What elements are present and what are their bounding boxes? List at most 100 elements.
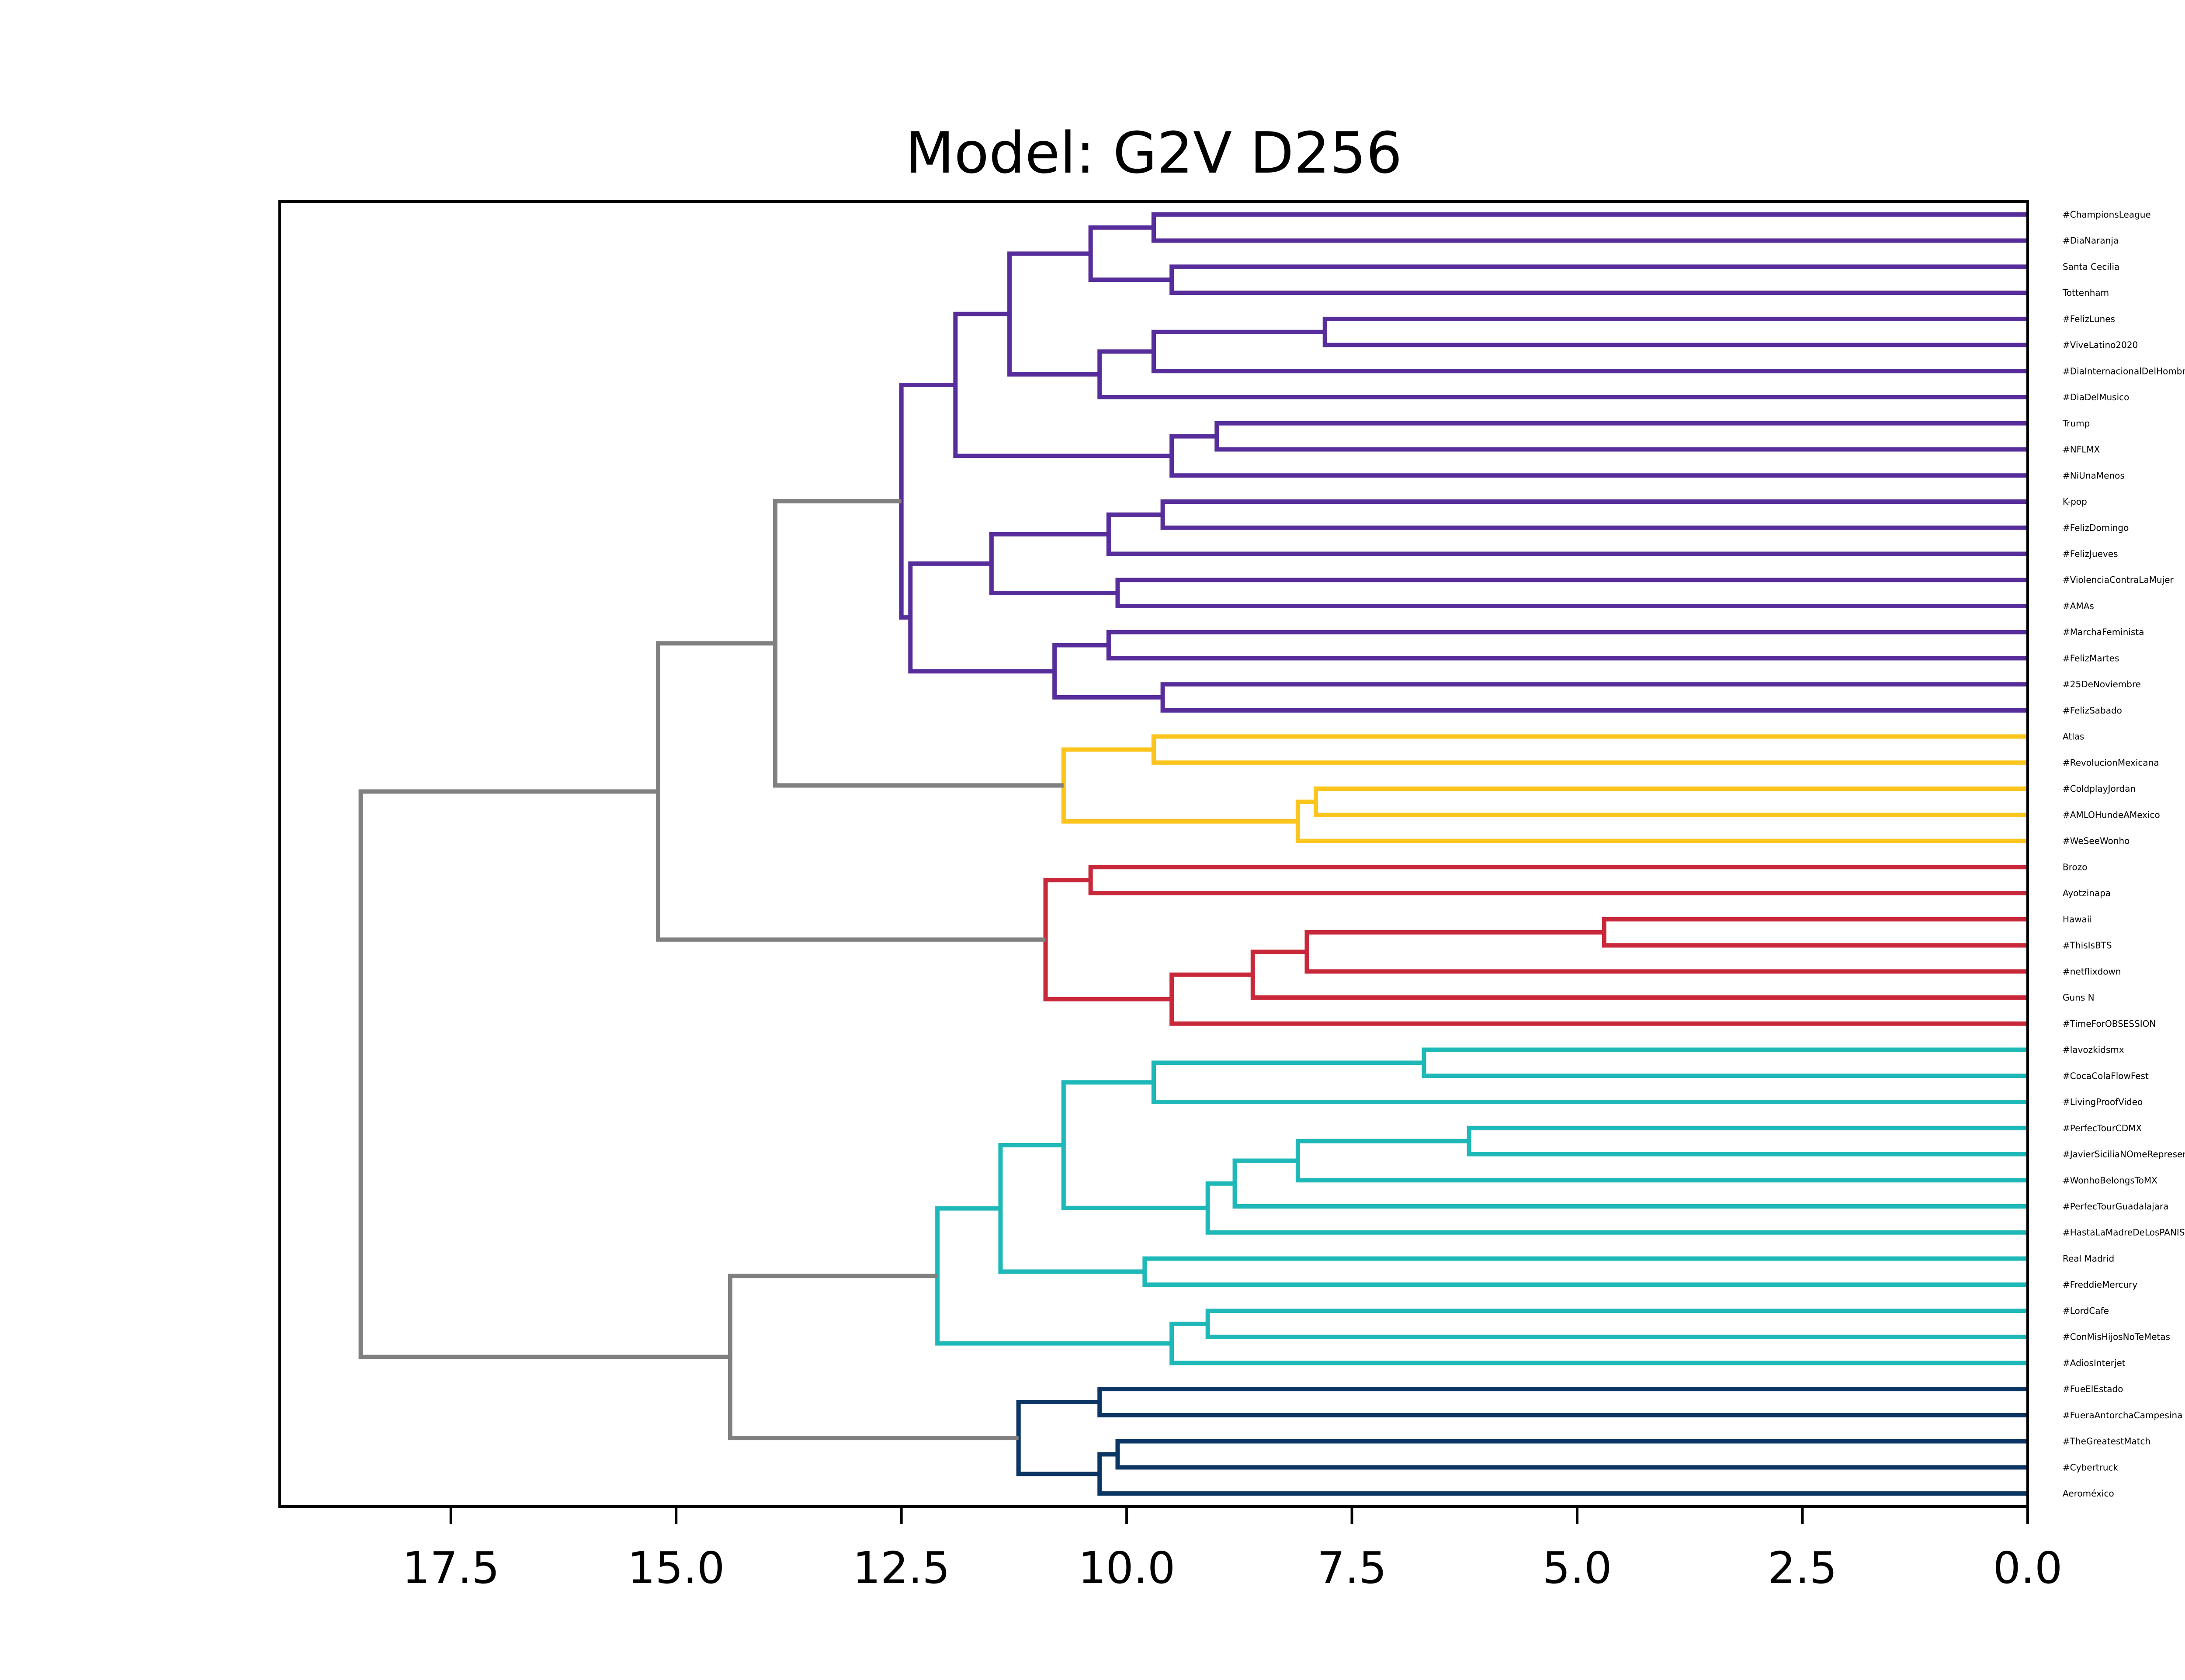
dendrogram-link [1160,682,2028,713]
x-tick-label: 15.0 [628,1542,725,1593]
leaf-label: Real Madrid [2063,1253,2114,1264]
leaf-label: #FueElEstado [2063,1384,2123,1394]
dendrogram-link [1160,499,2028,530]
leaf-label: #LivingProofVideo [2063,1097,2143,1107]
dendrogram-link [1043,878,1172,1001]
dendrogram-link [1169,434,2028,478]
dendrogram-link [1151,1060,2028,1105]
dendrogram-link [1016,1400,1100,1476]
dendrogram-link [1205,1308,2028,1339]
leaf-label: #DiaDelMusico [2063,392,2129,402]
leaf-label: Tottenham [2062,288,2109,298]
leaf-label: #TimeForOBSESSION [2063,1018,2156,1029]
dendrogram-link [1115,578,2028,608]
leaf-label: #WonhoBelongsToMX [2063,1175,2157,1185]
dendrogram-link [656,641,1046,942]
leaf-label: Ayotzinapa [2063,888,2111,898]
dendrogram-link [1097,1387,2028,1417]
dendrogram-link [989,532,1118,596]
leaf-label: #ThisIsBTS [2063,940,2112,951]
leaf-label: #HastaLaMadreDeLosPANISTAS [2063,1227,2185,1238]
leaf-label: Aeroméxico [2063,1488,2114,1499]
dendrogram-link [1151,734,2028,765]
leaf-label: #lavozkidsmx [2063,1045,2124,1055]
dendrogram-link [1422,1047,2028,1078]
leaf-labels: #ChampionsLeague #DiaNaranja Santa Cecilia… [2062,209,2185,1499]
dendrogram-link [1322,316,2028,347]
dendrogram-link [358,789,730,1359]
dendrogram-links [358,212,2028,1496]
dendrogram-link [1142,1256,2028,1287]
leaf-label: Santa Cecilia [2063,261,2119,272]
dendrogram-link [1250,949,2028,1000]
leaf-label: #RevolucionMexicana [2063,757,2159,768]
leaf-label: Guns N [2063,992,2095,1003]
leaf-label: #NiUnaMenos [2063,470,2125,481]
leaf-label: #FelizLunes [2063,314,2115,324]
leaf-label: #Cybertruck [2063,1462,2119,1472]
dendrogram-link [908,561,1055,674]
dendrogram-link [1097,1452,2028,1496]
leaf-label: #AMAs [2063,601,2094,611]
leaf-label: #FelizMartes [2063,653,2119,663]
leaf-label: #FelizJueves [2063,548,2118,559]
dendrogram-link [953,312,1172,458]
leaf-label: #WeSeeWonho [2063,836,2130,846]
leaf-label: #DiaInternacionalDelHombre [2063,366,2185,376]
dendrogram-link [1295,800,2028,843]
leaf-label: #ColdplayJordan [2063,783,2136,794]
dendrogram-link [1007,251,1100,377]
dendrogram-link [1169,1321,2028,1365]
dendrogram-link [1151,212,2028,243]
dendrogram-link [1052,643,1163,700]
leaf-label: #DiaNaranja [2063,236,2119,246]
dendrogram-link [1232,1158,2028,1209]
dendrogram-link [1214,421,2028,452]
leaf-label: K-pop [2063,496,2087,507]
dendrogram-link [1088,225,1172,282]
leaf-label: Brozo [2063,862,2087,872]
leaf-label: #FreddieMercury [2063,1279,2137,1290]
x-tick-label: 17.5 [402,1542,499,1593]
leaf-label: #MarchaFeminista [2063,627,2144,637]
leaf-label: #NFLMX [2063,444,2100,455]
dendrogram-link [1151,329,2028,374]
dendrogram-link [1088,865,2028,896]
dendrogram-link [935,1206,1172,1346]
leaf-label: #AMLOHundeAMexico [2063,810,2160,820]
leaf-label: #ViolenciaContraLaMujer [2063,575,2174,585]
dendrogram-link [1169,972,2028,1026]
leaf-label: #ConMisHijosNoTeMetas [2063,1332,2170,1342]
x-axis: 17.5 15.0 12.5 10.0 7.5 5.0 2.5 0.0 [402,1507,2063,1593]
dendrogram-link [773,499,1064,788]
dendrogram-link [728,1274,1019,1441]
dendrogram-link [1295,1139,2028,1183]
leaf-label: #PerfecTourCDMX [2063,1123,2142,1133]
leaf-label: #ViveLatino2020 [2063,340,2138,350]
leaf-label: #FelizSabado [2063,705,2122,716]
x-tick-label: 0.0 [1993,1542,2062,1593]
dendrogram-link [1467,1126,2028,1157]
leaf-label: #FueraAntorchaCampesina [2063,1410,2182,1420]
x-tick-label: 2.5 [1768,1542,1837,1593]
dendrogram-link [1106,512,2028,556]
x-tick-label: 12.5 [853,1542,950,1593]
dendrogram-link [1602,917,2028,948]
plot-frame [278,200,2029,1508]
leaf-label: #CocaColaFlowFest [2063,1070,2149,1081]
leaf-label: Trump [2062,418,2090,429]
dendrogram-link [1106,630,2028,661]
leaf-label: #JavierSiciliaNOmeRepresenta [2063,1149,2185,1160]
leaf-label: #25DeNoviembre [2063,679,2141,689]
dendrogram-link [1115,1439,2028,1470]
dendrogram-link [1169,264,2028,295]
x-tick-label: 7.5 [1317,1542,1387,1593]
dendrogram-link [1097,349,2028,400]
x-tick-label: 5.0 [1543,1542,1612,1593]
dendrogram-link [1304,930,2028,974]
chart-title: Model: G2V D256 [905,120,1402,186]
leaf-label: #LordCafe [2063,1306,2109,1316]
leaf-label: #FelizDomingo [2063,523,2129,533]
